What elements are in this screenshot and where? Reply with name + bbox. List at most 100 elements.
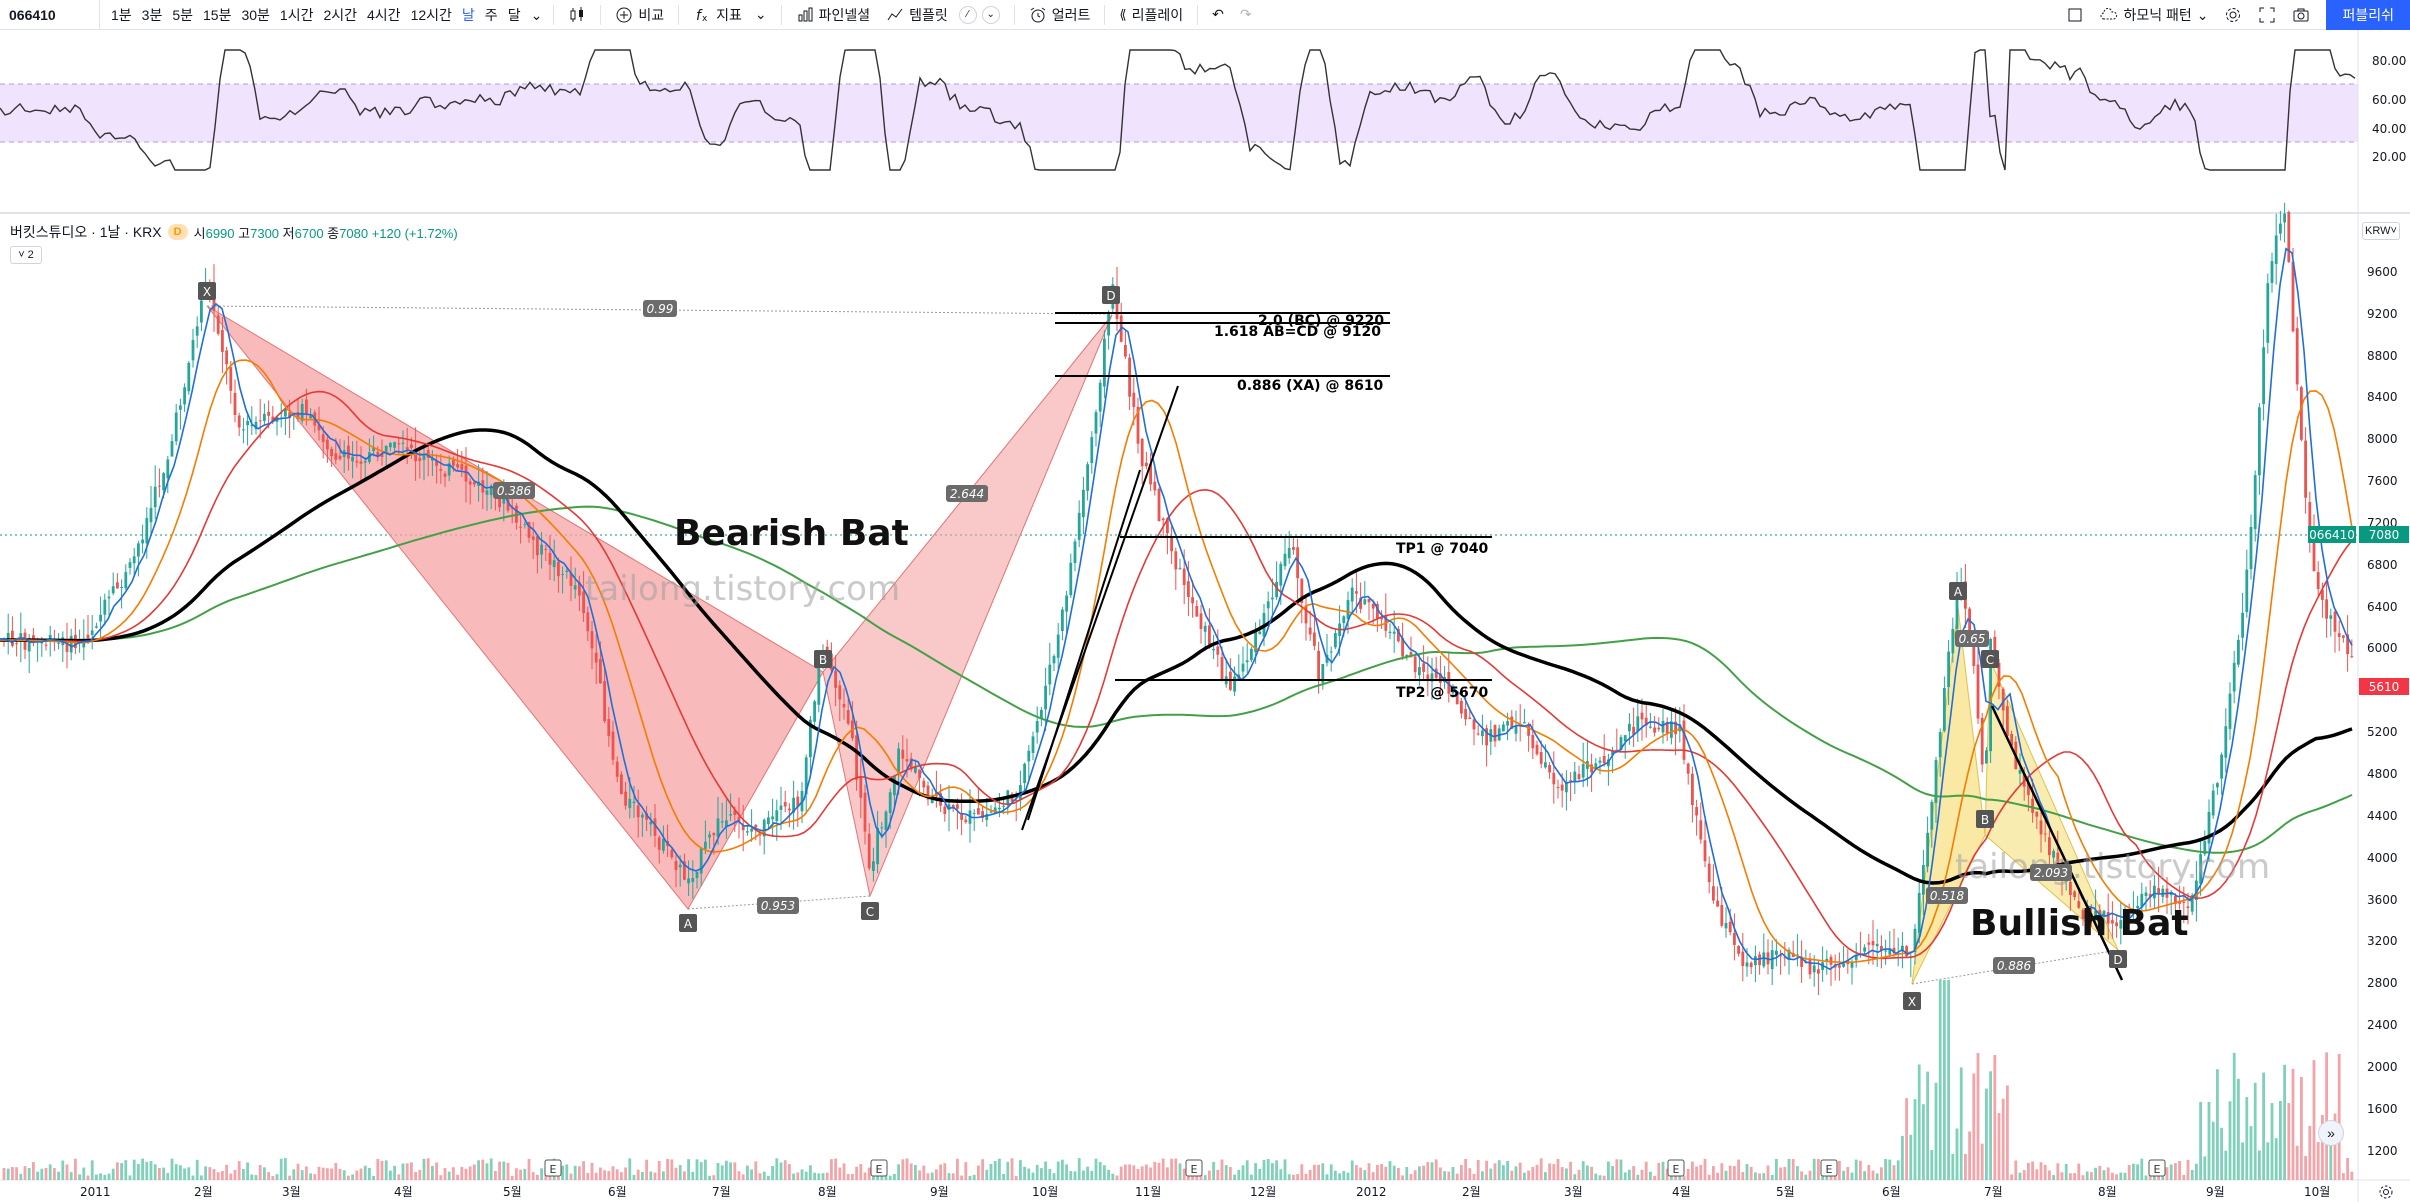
volume-bar — [1224, 1165, 1228, 1180]
volume-bar — [23, 1166, 27, 1180]
candle-body — [683, 861, 686, 880]
candle-body — [645, 813, 648, 820]
time-axis-label: 4월 — [394, 1185, 413, 1199]
earnings-marker[interactable] — [544, 1159, 562, 1177]
scroll-to-realtime-button[interactable]: » — [2318, 1120, 2344, 1146]
volume-bar — [1308, 1169, 1312, 1180]
volume-bar — [435, 1162, 438, 1180]
chart-canvas[interactable]: 80.00 60.00 40.00 20.00 9600 9200 8800 8… — [0, 30, 2410, 1202]
timeframe-3m[interactable]: 3분 — [141, 6, 163, 23]
candle-body — [754, 824, 758, 828]
timeframe-1h[interactable]: 1시간 — [279, 6, 314, 23]
volume-bar — [1594, 1173, 1598, 1180]
templates-button[interactable]: 템플릿 ⁄ ⌄ — [878, 0, 1008, 30]
earnings-markers[interactable]: E E E E E E — [544, 1159, 2166, 1177]
harmonic-pattern-button[interactable]: 하모닉 패턴 ⌄ — [2092, 0, 2216, 30]
timeframe-30m[interactable]: 30분 — [241, 6, 270, 23]
volume-bar — [1392, 1165, 1396, 1180]
volume-bar — [1476, 1160, 1480, 1180]
trend-line[interactable] — [1990, 705, 2124, 981]
price-axis[interactable]: 9600 9200 8800 8400 8000 7600 7200 6800 … — [2367, 265, 2398, 1158]
timeframe-day[interactable]: 날 — [461, 6, 475, 23]
pine-button[interactable]: 파인넬셜 — [788, 0, 879, 30]
candle-body — [1350, 587, 1354, 602]
legend-collapse-button[interactable]: ˅ 2 — [10, 246, 42, 264]
candle-body — [876, 827, 879, 865]
volume-bar — [288, 1175, 291, 1180]
earnings-marker[interactable] — [870, 1159, 888, 1177]
candle-body — [1628, 723, 1631, 732]
undo-button[interactable]: ↶ — [1204, 0, 1232, 30]
earnings-marker[interactable] — [2148, 1159, 2166, 1177]
currency-selector[interactable]: KRW˅ — [2362, 222, 2400, 240]
candle-body — [1292, 547, 1295, 550]
timeframe-4h[interactable]: 4시간 — [367, 6, 401, 23]
publish-button[interactable]: 퍼블리쉬 — [2326, 0, 2410, 30]
layout-button[interactable] — [2058, 0, 2092, 30]
volume-bar — [594, 1172, 598, 1180]
volume-bar — [1699, 1164, 1703, 1180]
candle-body — [1077, 512, 1081, 540]
volume-bar — [1229, 1167, 1232, 1180]
candle-body — [678, 864, 682, 868]
candle-body — [1804, 962, 1808, 964]
timeframe-week[interactable]: 주 — [484, 6, 498, 23]
volume-bar — [1737, 1159, 1740, 1180]
volume-bar — [2295, 1145, 2299, 1180]
candle-body — [1829, 956, 1833, 965]
volume-bar — [2027, 1162, 2030, 1180]
candle-body — [1245, 660, 1249, 663]
volume-bar — [939, 1164, 942, 1180]
redo-button[interactable]: ↷ — [1232, 0, 1260, 30]
candle-body — [1590, 764, 1593, 773]
fullscreen-button[interactable] — [2250, 0, 2284, 30]
candle-body — [162, 473, 165, 491]
volume-bar — [170, 1158, 174, 1180]
timeframe-15m[interactable]: 15분 — [203, 6, 232, 23]
earnings-marker[interactable] — [1185, 1159, 1203, 1177]
compare-button[interactable]: 비교 — [607, 0, 672, 30]
replay-button[interactable]: ⟪ 리플레이 — [1111, 0, 1191, 30]
chart-legend[interactable]: 버킷스튜디오 · 1날 · KRX D 시6990 고7300 저6700 종7… — [10, 222, 458, 242]
candle-body — [1073, 541, 1077, 564]
candle-body — [964, 819, 968, 823]
settings-button[interactable] — [2216, 0, 2250, 30]
trend-line[interactable] — [1027, 469, 1141, 821]
volume-bar — [523, 1168, 527, 1180]
volume-bar — [645, 1159, 648, 1180]
candle-body — [132, 556, 136, 564]
candle-body — [321, 434, 325, 443]
time-axis[interactable]: 2011 2월 3월 4월 5월 6월 7월 8월 9월 10월 11월 12월… — [80, 1185, 2330, 1199]
candle-body — [1796, 954, 1799, 956]
volume-bar — [1208, 1170, 1211, 1180]
volume-bar — [1779, 1167, 1782, 1180]
earnings-marker[interactable] — [1667, 1159, 1685, 1177]
timeframe-12h[interactable]: 12시간 — [410, 6, 452, 23]
price-axis-label: 2800 — [2367, 976, 2398, 990]
earnings-marker[interactable] — [1820, 1159, 1838, 1177]
timeframe-1m[interactable]: 1분 — [111, 6, 132, 23]
volume-bar — [254, 1175, 258, 1180]
volume-bar — [1262, 1159, 1266, 1180]
axis-settings-button[interactable] — [2378, 1184, 2394, 1200]
target-lines[interactable]: 2.0 (BC) @ 9220 1.618 AB=CD @ 9120 0.886… — [1055, 312, 1492, 701]
alert-button[interactable]: 얼러트 — [1021, 0, 1099, 30]
timeframe-2h[interactable]: 2시간 — [323, 6, 358, 23]
volume-bar — [636, 1169, 640, 1180]
candle-body — [1241, 663, 1245, 672]
snapshot-button[interactable] — [2284, 0, 2318, 30]
volume-bar — [2069, 1173, 2072, 1180]
volume-bar — [78, 1174, 81, 1180]
candle-body — [2073, 891, 2076, 898]
timeframe-dropdown-icon[interactable]: ⌄ — [530, 6, 543, 23]
timeframe-5m[interactable]: 5분 — [172, 6, 194, 23]
symbol-search[interactable]: 066410 — [0, 0, 100, 30]
volume-bar — [2241, 1142, 2244, 1180]
chart-type-button[interactable] — [560, 0, 594, 30]
earnings-marker-label: E — [876, 1163, 883, 1176]
timeframe-month[interactable]: 달 — [507, 6, 521, 23]
candle-body — [1779, 955, 1782, 957]
candle-body — [1901, 945, 1904, 952]
volume-bar — [2048, 1170, 2051, 1180]
